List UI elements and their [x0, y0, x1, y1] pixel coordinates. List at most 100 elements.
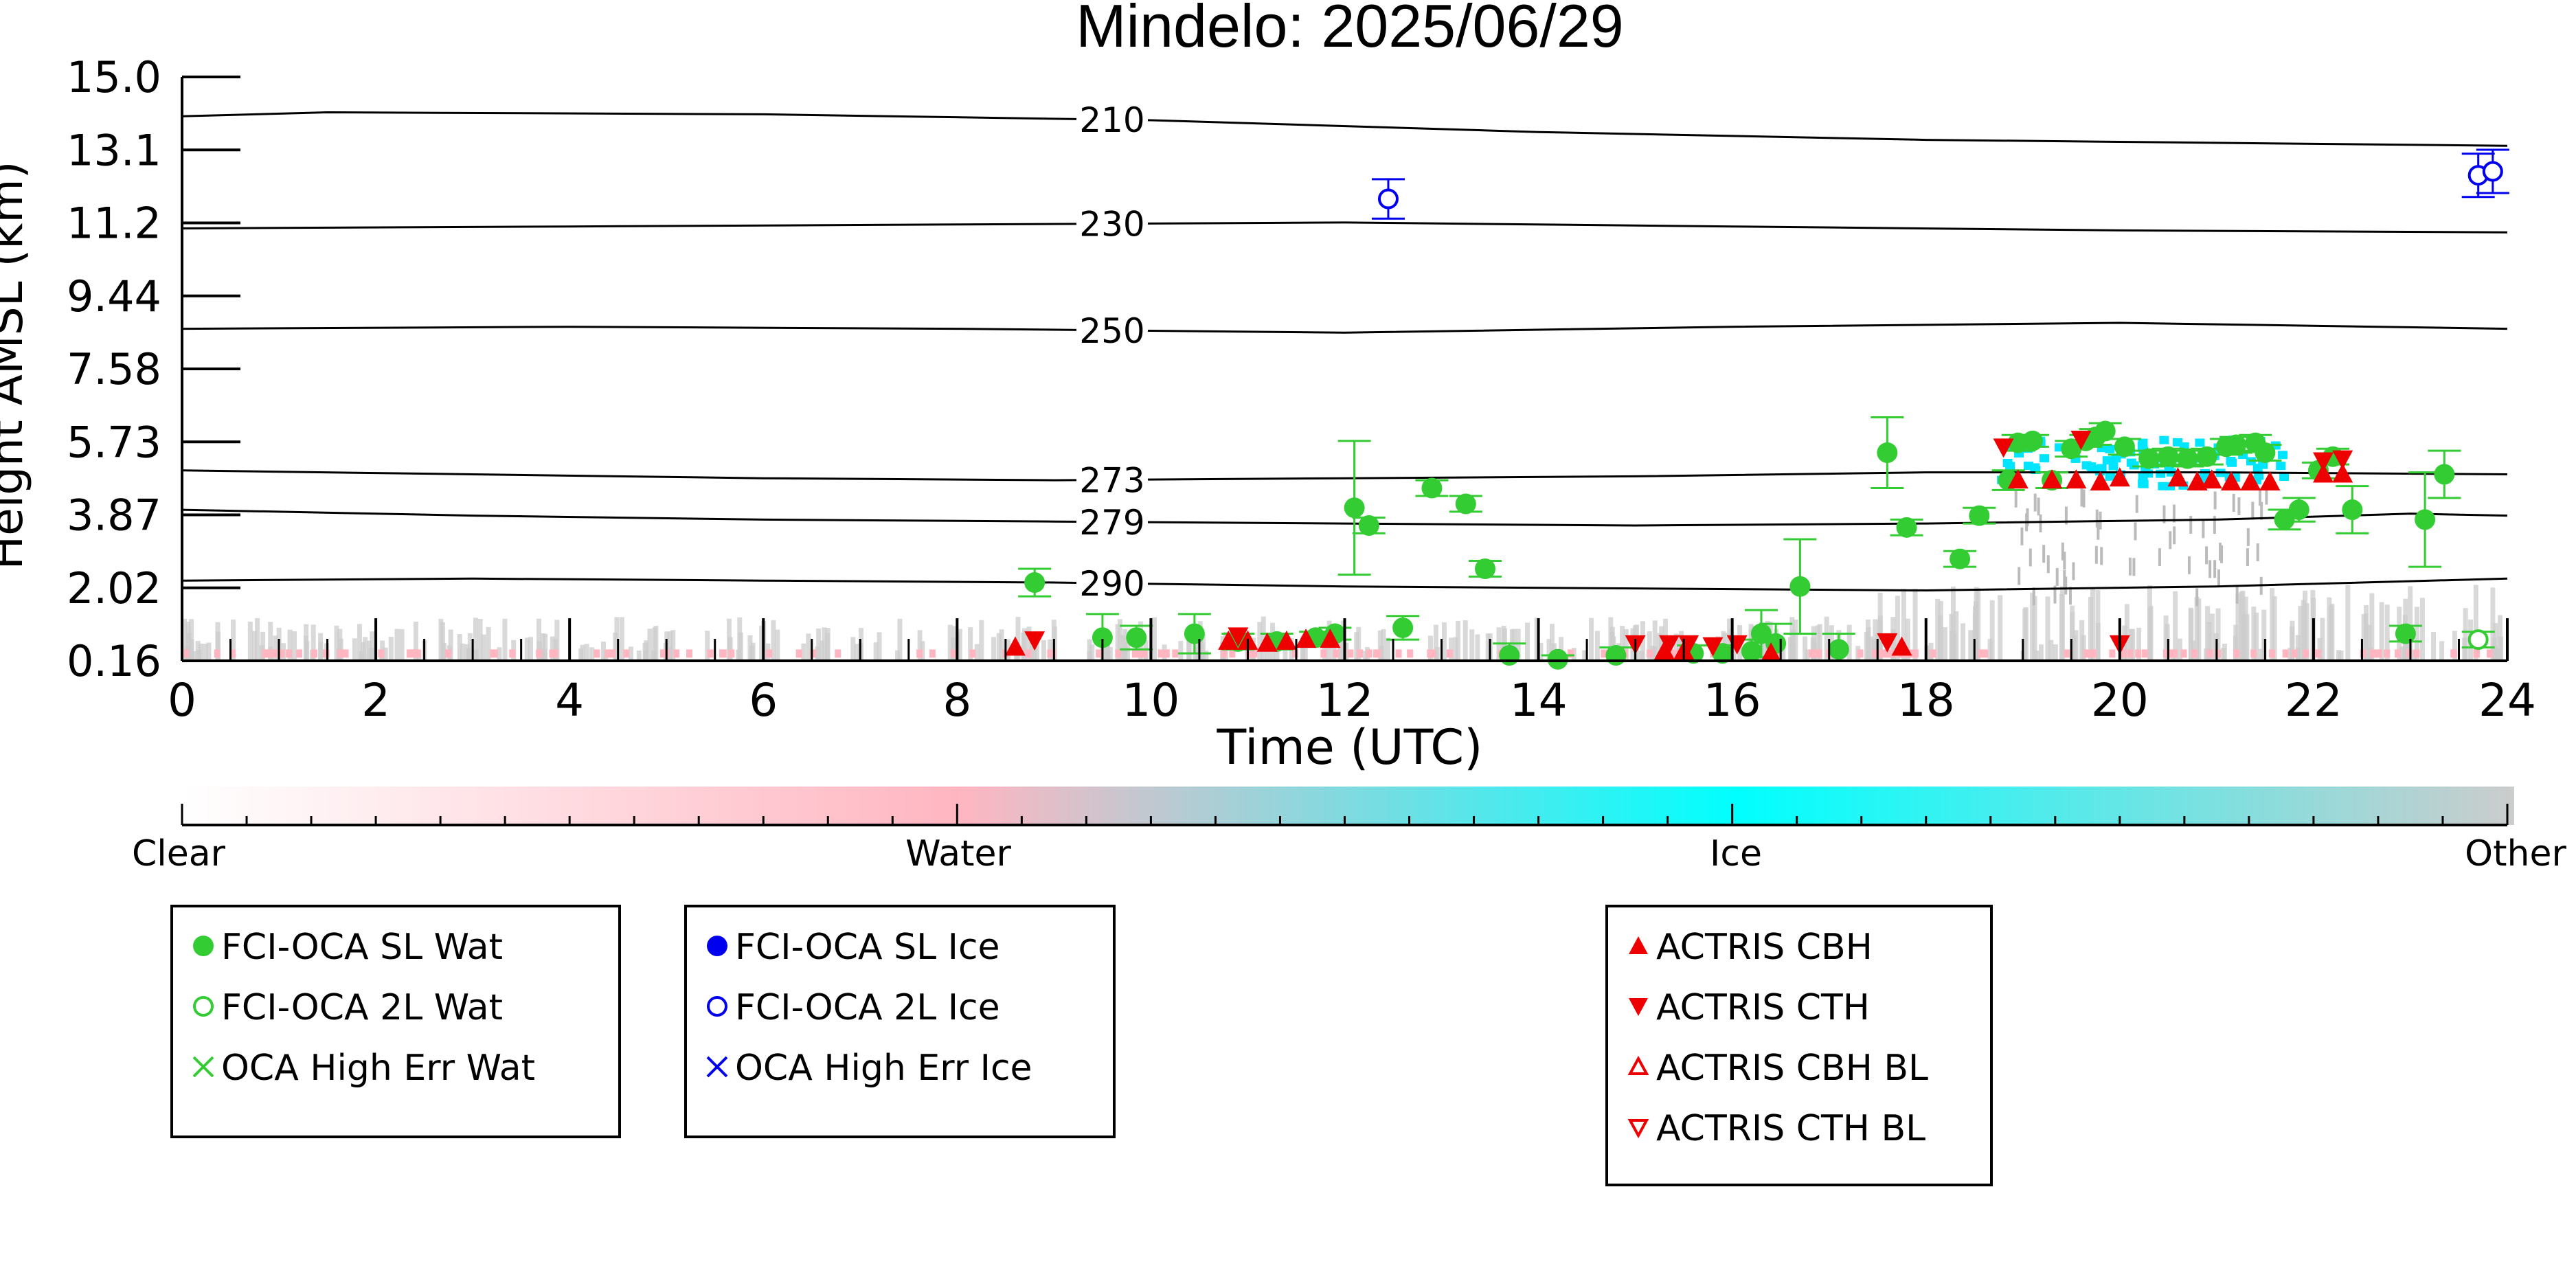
background-bar	[968, 627, 973, 661]
background-bar	[2366, 624, 2372, 661]
background-bar	[2202, 520, 2205, 539]
legend-label: ACTRIS CBH BL	[1656, 1048, 1928, 1089]
background-bar	[897, 618, 903, 661]
background-bar	[1136, 649, 1143, 658]
background-bar	[2094, 545, 2098, 564]
background-bar	[619, 617, 624, 661]
background-bar	[2336, 650, 2341, 661]
background-bar	[1407, 649, 1414, 658]
background-bar	[1021, 632, 1026, 661]
background-bar	[2414, 607, 2419, 661]
data-point	[1392, 617, 1414, 638]
background-bar	[1320, 649, 1327, 658]
background-bar	[303, 635, 308, 661]
isotherm-line	[181, 577, 2508, 592]
background-bar	[2124, 604, 2129, 661]
background-bar	[2235, 585, 2239, 604]
background-bar	[1302, 644, 1308, 661]
background-bar	[460, 643, 465, 661]
background-bar	[668, 631, 673, 661]
background-bar	[1456, 620, 1461, 661]
background-bar	[2304, 603, 2309, 661]
background-bar	[815, 646, 820, 661]
isotherm-label: 230	[1079, 205, 1144, 245]
background-bar	[1029, 636, 1035, 661]
background-bar	[1912, 588, 1918, 661]
background-bar	[2089, 649, 2096, 658]
background-bar	[2213, 491, 2217, 510]
background-bar	[2279, 473, 2290, 482]
background-bar	[2490, 587, 2496, 661]
colorbar-label-water: Water	[905, 833, 1011, 874]
data-point	[2342, 499, 2363, 521]
background-bar	[247, 621, 253, 661]
data-point	[1993, 438, 2014, 458]
background-bar	[1808, 649, 1815, 658]
background-bar	[2252, 464, 2263, 473]
background-bar	[2194, 597, 2200, 661]
background-bar	[2143, 469, 2154, 478]
background-bar	[229, 649, 236, 658]
triangle-up-marker-icon	[1620, 932, 1656, 962]
open-circle-marker-icon	[185, 993, 221, 1023]
background-bar	[1395, 649, 1402, 658]
background-bar	[2033, 493, 2037, 512]
background-bar	[1930, 649, 1936, 658]
background-bar	[2105, 444, 2115, 453]
background-bar	[705, 631, 710, 661]
data-point	[2109, 467, 2130, 487]
background-bar	[2072, 562, 2075, 580]
background-bar	[929, 649, 936, 658]
background-bar	[2109, 649, 2116, 658]
background-bar	[2290, 626, 2295, 661]
data-point	[1184, 623, 1205, 644]
background-bar	[414, 649, 421, 658]
background-bar	[1122, 629, 1128, 661]
background-bar	[361, 642, 366, 661]
background-bar	[2022, 608, 2028, 661]
background-bar	[1857, 649, 1864, 658]
isotherm-line	[181, 321, 2508, 334]
background-bar	[2258, 488, 2261, 506]
background-bar	[1430, 649, 1436, 658]
open-triangle-down-marker-icon	[1620, 1114, 1656, 1144]
background-bar	[2360, 649, 2366, 658]
data-point	[2022, 430, 2043, 451]
background-bar	[947, 624, 953, 661]
background-bar	[659, 649, 666, 658]
background-bar	[2064, 506, 2068, 525]
background-bar	[1594, 631, 1600, 661]
background-bar	[1157, 649, 1164, 658]
background-bar	[2048, 640, 2054, 661]
background-bar	[216, 631, 221, 661]
legend-item: ACTRIS CBH BL	[1620, 1038, 1990, 1098]
background-bar	[623, 649, 630, 658]
background-bar	[2038, 644, 2044, 661]
legend-label: ACTRIS CTH	[1656, 987, 1870, 1028]
background-bar	[2162, 505, 2166, 523]
y-tick-label: 0.16	[67, 636, 161, 686]
isotherm-label: 290	[1079, 564, 1144, 604]
legend-label: FCI-OCA SL Ice	[735, 927, 1000, 968]
legend-label: ACTRIS CTH BL	[1656, 1108, 1926, 1149]
data-point	[1358, 515, 1379, 536]
background-bar	[2217, 569, 2220, 587]
background-bar	[720, 649, 727, 658]
background-bar	[1366, 649, 1372, 658]
background-bar	[806, 633, 811, 661]
background-bar	[795, 649, 802, 658]
background-bar	[2195, 438, 2205, 447]
x-tick-label: 22	[2285, 674, 2342, 727]
data-point	[1276, 630, 1297, 650]
background-bar	[996, 633, 1002, 661]
background-bar	[2209, 613, 2215, 661]
background-bar	[2082, 489, 2086, 508]
background-bar	[1449, 637, 1454, 661]
background-bar	[2208, 560, 2212, 578]
background-bar	[2406, 649, 2413, 658]
background-bar	[647, 629, 653, 661]
chart-title: Mindelo: 2025/06/29	[1076, 0, 1624, 60]
background-bar	[2492, 637, 2497, 661]
